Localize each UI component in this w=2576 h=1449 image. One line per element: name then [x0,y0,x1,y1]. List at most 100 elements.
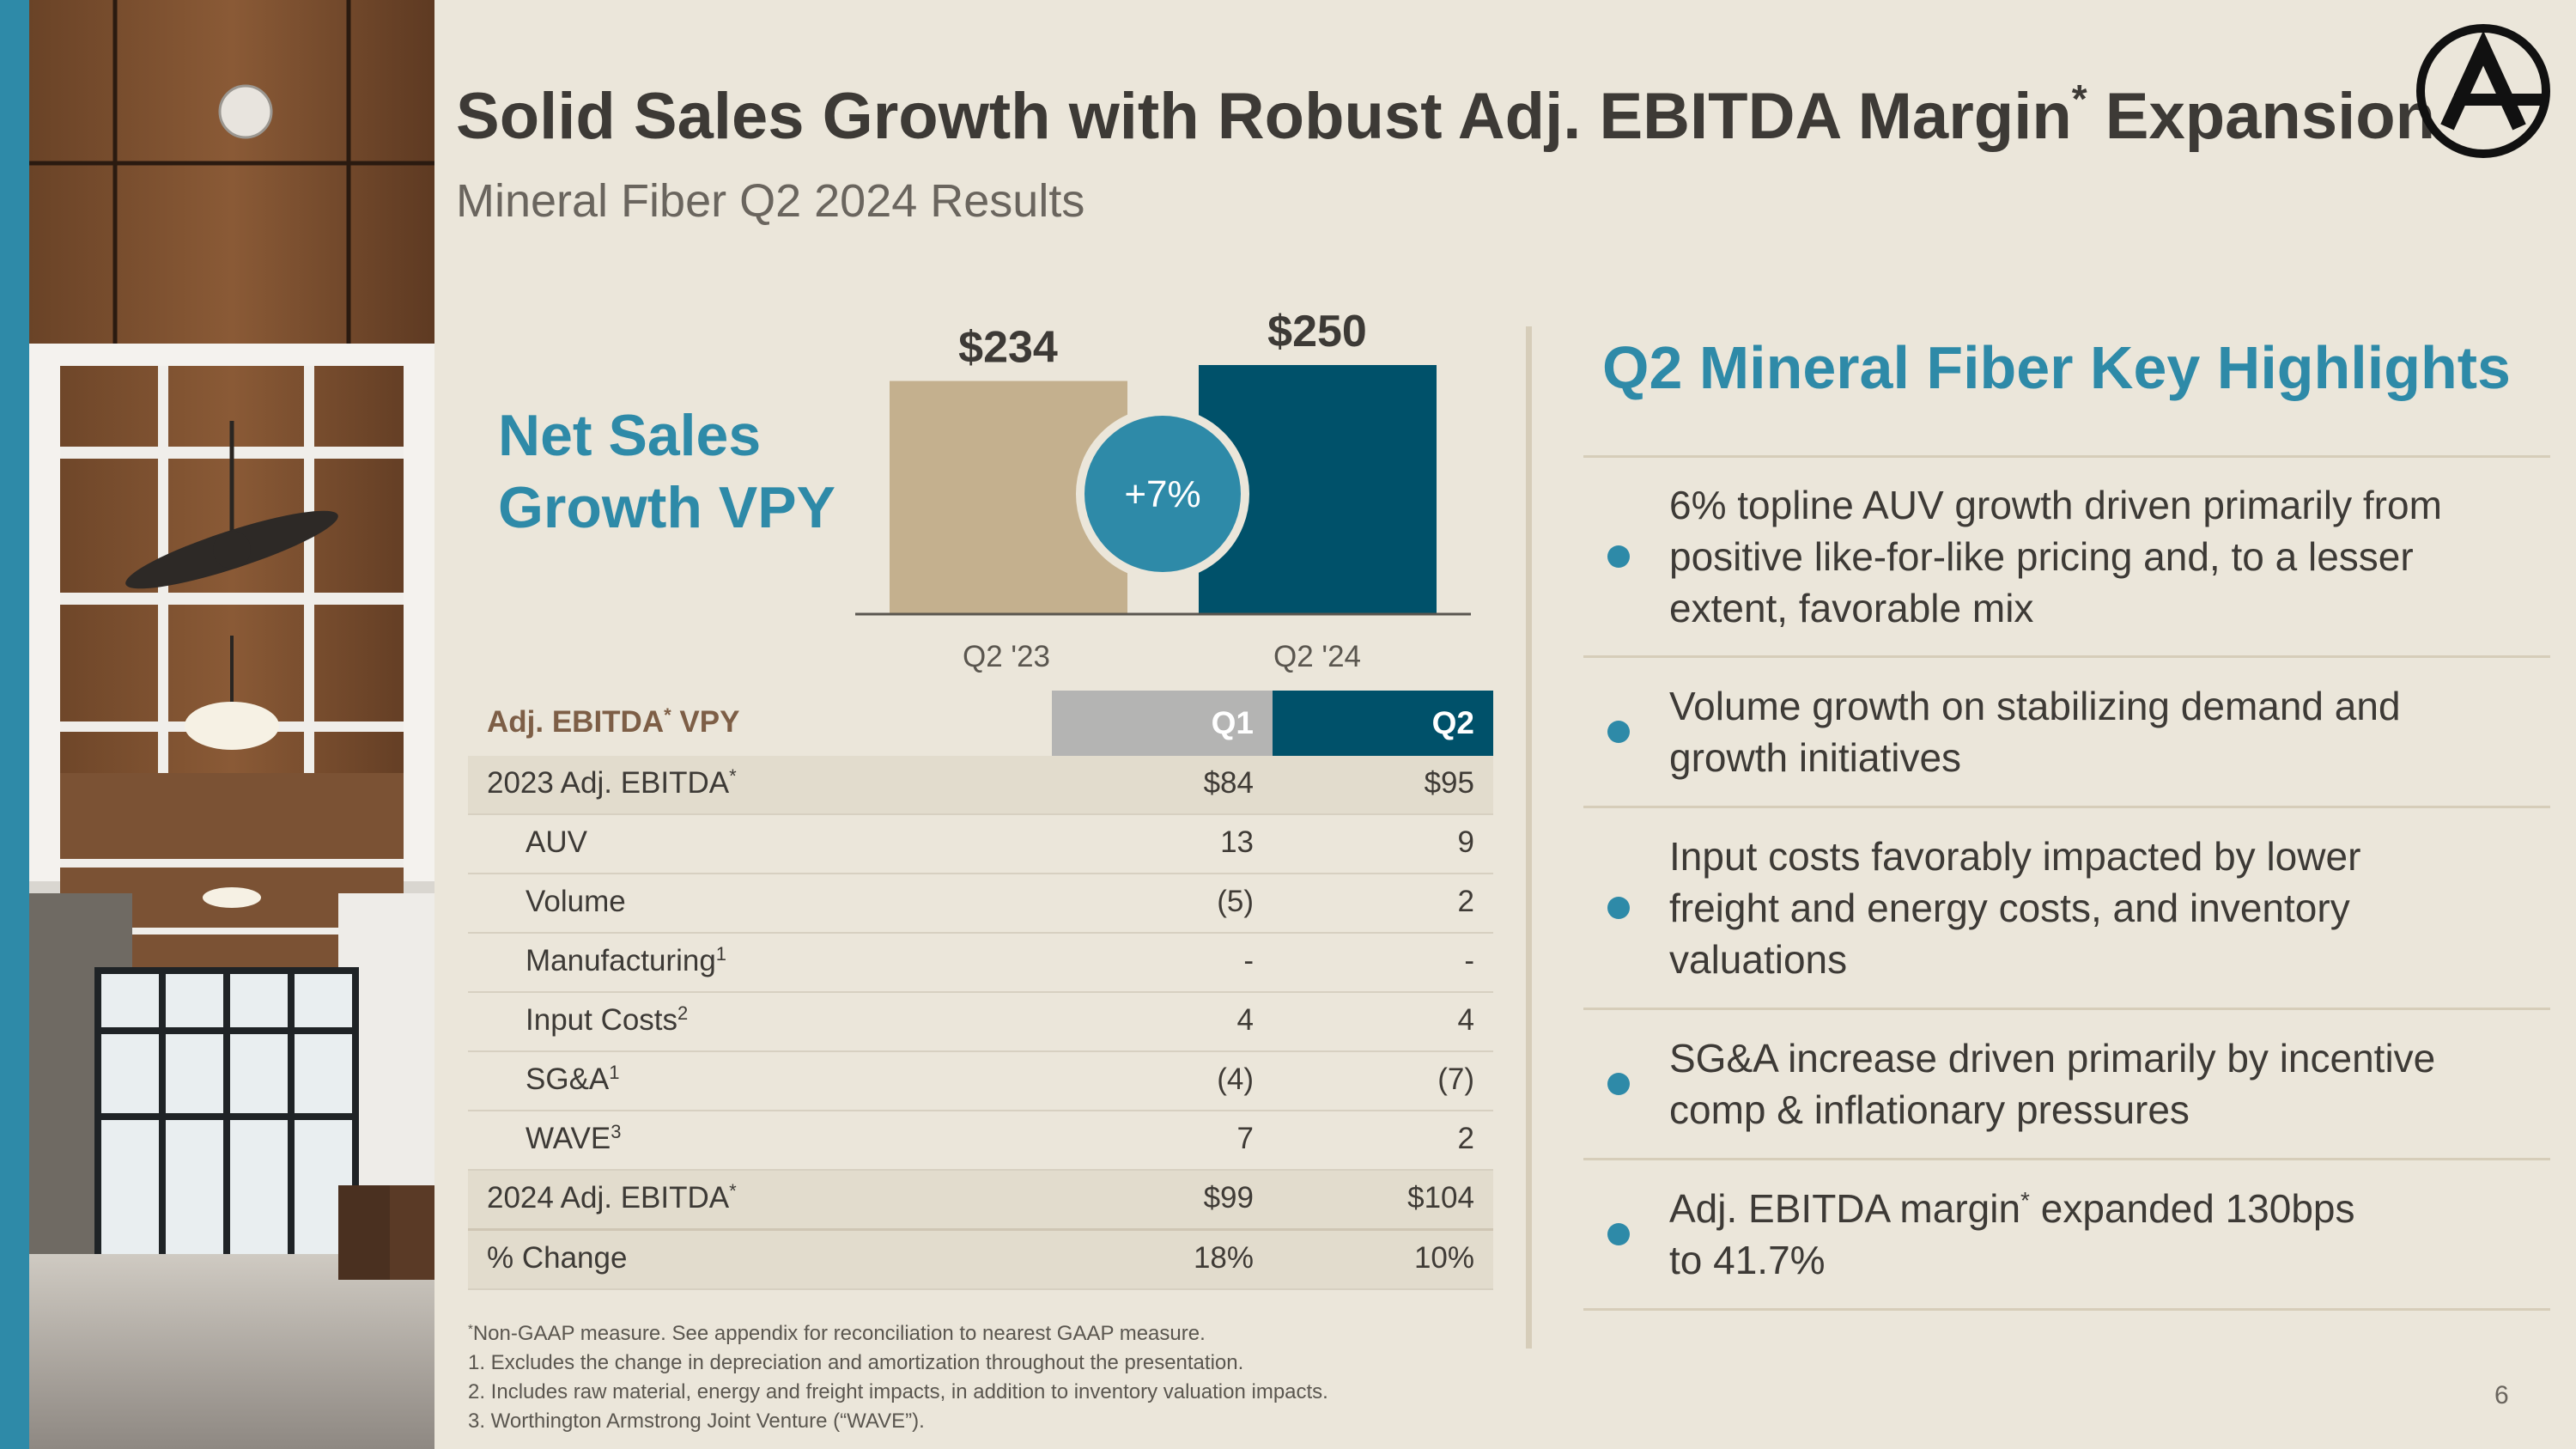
highlight-text: Volume growth on stabilizing demand and … [1669,680,2401,783]
highlight-3-line2: freight and energy costs, and inventory [1669,886,2350,930]
slide-subtitle: Mineral Fiber Q2 2024 Results [456,175,1085,227]
highlight-item: Input costs favorably impacted by lower … [1583,806,2550,1008]
row-label-sup: 1 [609,1062,620,1083]
highlight-4-line2: comp & inflationary pressures [1669,1087,2190,1132]
footnote-1: 1. Excludes the change in depreciation a… [468,1351,1244,1374]
bullet-dot-icon [1607,897,1630,919]
bullet-dot-icon [1607,1073,1630,1095]
row-label: Manufacturing1 [526,944,726,978]
table-row: 2023 Adj. EBITDA* $84 $95 [468,756,1493,815]
footnotes: *Non-GAAP measure. See appendix for reco… [468,1319,1328,1436]
row-label: SG&A1 [526,1062,620,1097]
column-q1-label: Q1 [1211,705,1254,740]
cell-q1: $84 [1203,766,1254,800]
accent-strip [0,0,29,1449]
row-label-text: Manufacturing [526,944,716,977]
row-label: 2024 Adj. EBITDA* [487,1181,737,1215]
cell-q1: 4 [1236,1003,1254,1037]
cell-q2: - [1464,944,1474,977]
highlight-text: SG&A increase driven primarily by incent… [1669,1032,2435,1135]
highlight-5-line2: to 41.7% [1669,1238,1826,1282]
growth-badge-text: +7% [1124,473,1200,515]
tick-label-q2-24: Q2 '24 [1273,640,1361,673]
cell-q1: - [1243,944,1254,977]
footnote-star: *Non-GAAP measure. See appendix for reco… [468,1319,1328,1349]
table-row: Input Costs2 4 4 [468,993,1493,1052]
cell-q2: $104 [1407,1181,1474,1215]
row-label-text: Input Costs [526,1003,678,1037]
highlight-1-line3: extent, favorable mix [1669,586,2034,630]
bullet-dot-icon [1607,1223,1630,1245]
highlights-list: 6% topline AUV growth driven primarily f… [1583,455,2550,1311]
row-label-text: Volume [526,885,626,918]
table-row: WAVE3 7 2 [468,1111,1493,1171]
table-header-label: Adj. EBITDA* VPY [487,705,739,740]
slide-title: Solid Sales Growth with Robust Adj. EBIT… [456,79,2435,154]
value-label-q2-24: $250 [1267,307,1367,356]
footnote-star-sup: * [468,1322,473,1336]
row-label-sup: 3 [611,1121,622,1142]
highlight-2-line2: growth initiatives [1669,735,1962,780]
highlight-text: Adj. EBITDA margin* expanded 130bps to 4… [1669,1183,2355,1286]
highlight-5-sup: * [2020,1187,2030,1214]
table-row: Manufacturing1 - - [468,934,1493,993]
cell-q1: 7 [1236,1122,1254,1155]
highlight-5-line1: Adj. EBITDA margin* expanded 130bps [1669,1183,2355,1234]
bullet-dot-icon [1607,545,1630,568]
armstrong-logo [2415,22,2552,160]
net-sales-label: Net Sales Growth VPY [498,399,835,544]
highlight-item: SG&A increase driven primarily by incent… [1583,1008,2550,1158]
cell-q2: 9 [1457,825,1474,859]
row-label-sup: 2 [677,1002,689,1024]
row-label-sup: * [729,1180,737,1202]
growth-badge [1076,407,1249,581]
highlight-text: 6% topline AUV growth driven primarily f… [1669,479,2442,634]
row-label: Input Costs2 [526,1003,688,1038]
row-label: 2023 Adj. EBITDA* [487,766,737,801]
header-label-main: Adj. EBITDA [487,705,665,739]
highlight-3-line1: Input costs favorably impacted by lower [1669,834,2361,879]
row-label: WAVE3 [526,1122,621,1156]
row-label: AUV [526,825,587,860]
highlights-title: Q2 Mineral Fiber Key Highlights [1602,334,2511,401]
highlight-item: 6% topline AUV growth driven primarily f… [1583,455,2550,655]
header-label-sup: * [664,704,671,726]
tick-label-q2-23: Q2 '23 [963,640,1050,673]
highlight-text: Input costs favorably impacted by lower … [1669,831,2360,985]
row-label-text: WAVE [526,1122,611,1155]
cell-q1: (5) [1217,885,1254,918]
value-label-q2-23: $234 [958,323,1058,373]
highlight-item: Volume growth on stabilizing demand and … [1583,655,2550,806]
net-sales-chart: $234 $250 +7% Q2 '23 Q2 '24 [841,275,1485,687]
table-row: SG&A1 (4) (7) [468,1052,1493,1111]
row-label: Volume [526,885,626,919]
highlight-5-line1a: Adj. EBITDA margin [1669,1186,2021,1231]
highlight-4-line1: SG&A increase driven primarily by incent… [1669,1036,2436,1081]
highlight-1-line1: 6% topline AUV growth driven primarily f… [1669,483,2442,527]
net-sales-line1: Net Sales [498,403,762,468]
row-label-text: SG&A [526,1062,610,1096]
column-q1: Q1 [1052,691,1273,756]
cell-q2: 2 [1457,885,1474,918]
table-row: AUV 13 9 [468,815,1493,874]
header-label-tail: VPY [671,705,740,739]
cell-q2: $95 [1424,766,1474,800]
bullet-dot-icon [1607,721,1630,743]
column-q2-label: Q2 [1431,705,1474,740]
footnote-2: 2. Includes raw material, energy and fre… [468,1380,1328,1403]
cell-q2: 10% [1413,1241,1474,1275]
net-sales-line2: Growth VPY [498,475,835,540]
footnote-3: 3. Worthington Armstrong Joint Venture (… [468,1409,925,1433]
title-main: Solid Sales Growth with Robust Adj. EBIT… [456,80,2072,153]
highlight-3-line3: valuations [1669,937,1848,982]
column-q2: Q2 [1273,691,1493,756]
footnote-star-text: Non-GAAP measure. See appendix for recon… [472,1322,1206,1345]
row-label-sup: * [729,765,737,787]
row-label: % Change [487,1241,627,1275]
cell-q1: $99 [1203,1181,1254,1215]
table-row: Volume (5) 2 [468,874,1493,934]
cell-q1: (4) [1217,1062,1254,1096]
highlight-item: Adj. EBITDA margin* expanded 130bps to 4… [1583,1158,2550,1311]
vertical-divider [1526,326,1532,1349]
row-label-text: 2023 Adj. EBITDA [487,766,730,800]
